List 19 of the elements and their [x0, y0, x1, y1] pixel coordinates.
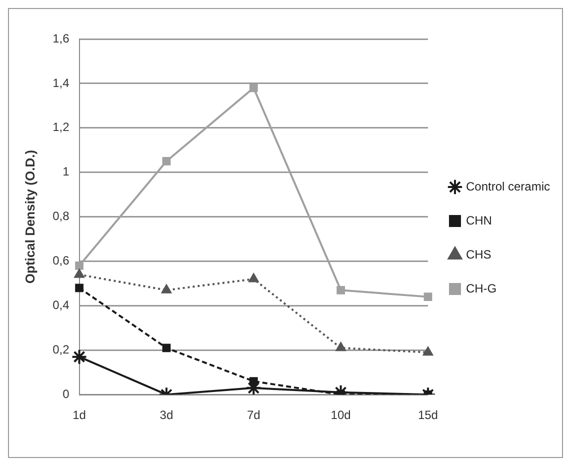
y-tick-label: 1,4 [52, 76, 70, 90]
x-tick-label: 7d [246, 408, 260, 422]
x-tick-label: 1d [72, 408, 86, 422]
y-axis-title: Optical Density (O.D.) [22, 150, 38, 284]
y-tick-label: 0 [62, 386, 70, 401]
y-tick-label: 1,6 [52, 31, 70, 46]
legend-label: CHS [466, 247, 492, 262]
x-tick-label: 10d [330, 408, 351, 422]
y-tick-label: 0,4 [52, 298, 70, 312]
y-tick-label: 1,2 [52, 120, 70, 134]
x-tick-label: 3d [160, 408, 174, 422]
legend-label: CHN [466, 213, 492, 228]
legend-label: Control ceramic [466, 179, 550, 194]
y-tick-label: 0,8 [52, 209, 70, 224]
y-tick-label: 0,2 [52, 342, 70, 356]
x-tick-label: 15d [418, 408, 438, 422]
legend-label: CH-G [466, 281, 497, 296]
y-tick-label: 0,6 [52, 254, 70, 268]
y-tick-label: 1 [62, 164, 70, 179]
